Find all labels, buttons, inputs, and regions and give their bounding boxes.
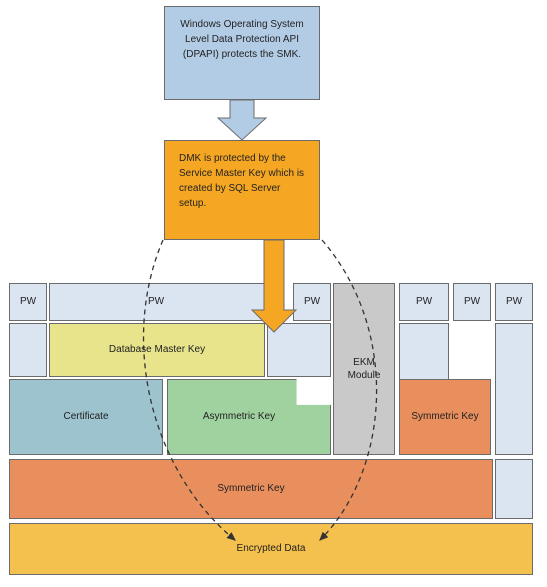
- callout-dpapi: Windows Operating System Level Data Prot…: [164, 6, 320, 100]
- tile-database-master-key: Database Master Key: [49, 323, 265, 377]
- pw-box-2: PW: [49, 283, 265, 321]
- tile-symmetric-key-small: Symmetric Key: [399, 379, 491, 455]
- tile-encrypted-label: Encrypted Data: [237, 542, 306, 556]
- tile-symmetric-key-large: Symmetric Key: [9, 459, 493, 519]
- pw-label: PW: [506, 295, 522, 309]
- pw-box-6: PW: [495, 283, 533, 321]
- callout-dmk-text: DMK is protected by the Service Master K…: [179, 153, 304, 209]
- diagram-stage: Windows Operating System Level Data Prot…: [0, 0, 547, 587]
- filler-left-dmk: [9, 323, 47, 377]
- pw-label: PW: [464, 295, 480, 309]
- pw-label: PW: [304, 295, 320, 309]
- pw-box-3: PW: [293, 283, 331, 321]
- tile-sym-big-label: Symmetric Key: [217, 482, 284, 496]
- block-arrow-dpapi-to-dmk: [218, 100, 266, 140]
- pw-label: PW: [148, 295, 164, 309]
- filler-sym-right: [495, 459, 533, 519]
- tile-asym-label: Asymmetric Key: [203, 410, 275, 424]
- tile-certificate: Certificate: [9, 379, 163, 455]
- tile-dmk-label: Database Master Key: [109, 343, 205, 357]
- tile-asymmetric-key: Asymmetric Key: [167, 379, 331, 455]
- pw-box-4: PW: [399, 283, 449, 321]
- filler-col-6: [495, 323, 533, 455]
- tile-ekm-module: EKM Module: [333, 283, 395, 455]
- tile-cert-label: Certificate: [63, 410, 108, 424]
- pw-box-1: PW: [9, 283, 47, 321]
- tile-encrypted-data: Encrypted Data: [9, 523, 533, 575]
- pw-label: PW: [416, 295, 432, 309]
- tile-sym-small-label: Symmetric Key: [411, 410, 478, 424]
- tile-ekm-label: EKM Module: [338, 356, 390, 383]
- pw-box-5: PW: [453, 283, 491, 321]
- pw-label: PW: [20, 295, 36, 309]
- filler-right-dmk: [267, 323, 331, 377]
- callout-dmk: DMK is protected by the Service Master K…: [164, 140, 320, 240]
- callout-dpapi-text: Windows Operating System Level Data Prot…: [180, 19, 303, 60]
